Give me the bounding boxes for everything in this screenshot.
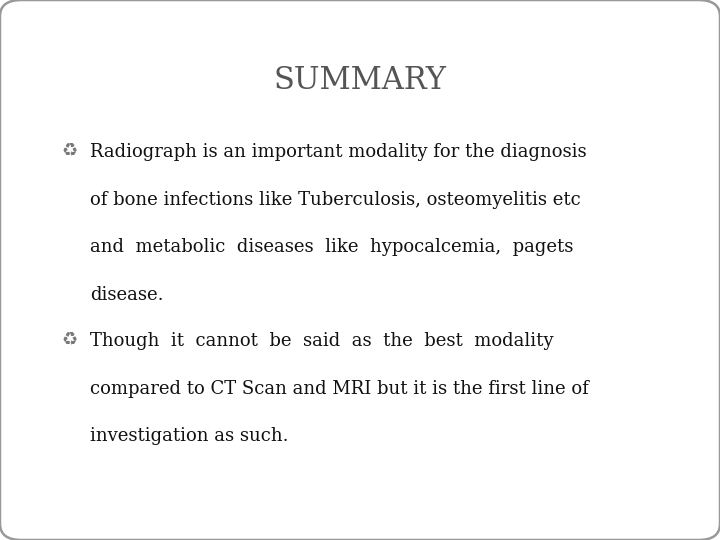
Text: ♻: ♻ bbox=[61, 332, 77, 350]
Text: Radiograph is an important modality for the diagnosis: Radiograph is an important modality for … bbox=[90, 143, 587, 161]
Text: ♻: ♻ bbox=[61, 143, 77, 161]
Text: Though  it  cannot  be  said  as  the  best  modality: Though it cannot be said as the best mod… bbox=[90, 332, 554, 350]
Text: compared to CT Scan and MRI but it is the first line of: compared to CT Scan and MRI but it is th… bbox=[90, 380, 589, 397]
Text: investigation as such.: investigation as such. bbox=[90, 427, 289, 445]
Text: disease.: disease. bbox=[90, 286, 163, 303]
Text: of bone infections like Tuberculosis, osteomyelitis etc: of bone infections like Tuberculosis, os… bbox=[90, 191, 581, 208]
Text: SUMMARY: SUMMARY bbox=[274, 65, 446, 96]
Text: and  metabolic  diseases  like  hypocalcemia,  pagets: and metabolic diseases like hypocalcemia… bbox=[90, 238, 573, 256]
